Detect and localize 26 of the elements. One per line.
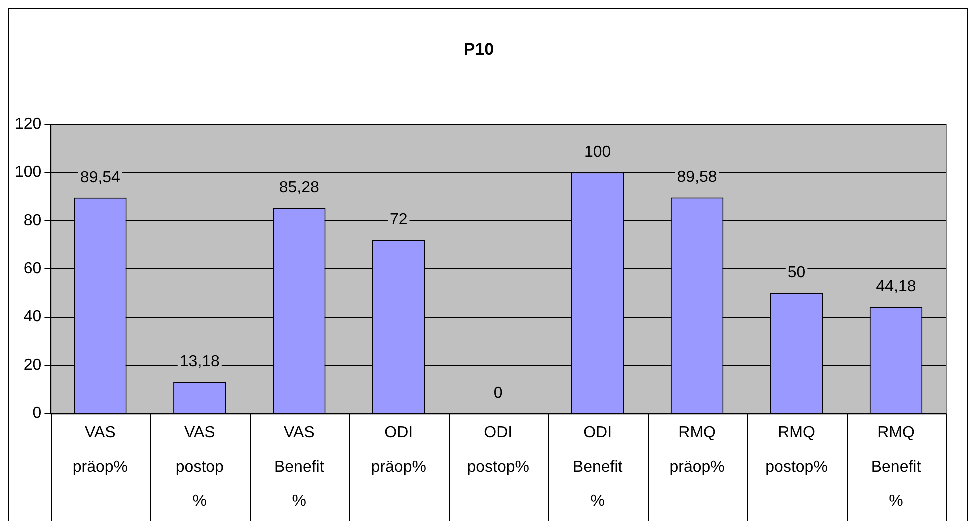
x-tick-label: ODI postop% (467, 424, 530, 476)
x-tick-label: VAS präop% (72, 424, 128, 476)
data-label: 44,18 (876, 278, 916, 296)
y-tick-label: 120 (14, 116, 42, 133)
y-tick-label: 60 (24, 260, 42, 278)
data-label: 100 (584, 144, 612, 162)
x-tick-label: RMQ Benefit % (871, 424, 922, 510)
data-label: 72 (390, 212, 408, 229)
x-tick-label: RMQ postop% (766, 424, 828, 476)
x-tick-label: ODI präop% (371, 424, 426, 476)
y-tick-label: 100 (14, 164, 42, 182)
x-tick-label: VAS Benefit % (274, 424, 325, 510)
data-label: 13,18 (180, 353, 220, 370)
y-tick-label: 40 (24, 308, 42, 326)
x-tick-label: RMQ präop% (670, 424, 725, 476)
y-tick-label: 0 (32, 405, 42, 422)
data-label: 0 (494, 385, 503, 402)
data-label: 89,58 (677, 169, 718, 186)
data-label: 85,28 (279, 180, 320, 197)
y-tick-label: 80 (24, 212, 42, 230)
x-tick-label: VAS postop % (176, 424, 224, 510)
x-tick-label: ODI Benefit % (572, 424, 624, 510)
y-tick-label: 20 (24, 356, 42, 374)
data-label: 50 (788, 264, 806, 282)
chart-title: P10 (464, 40, 494, 59)
data-label: 89,54 (80, 169, 121, 186)
